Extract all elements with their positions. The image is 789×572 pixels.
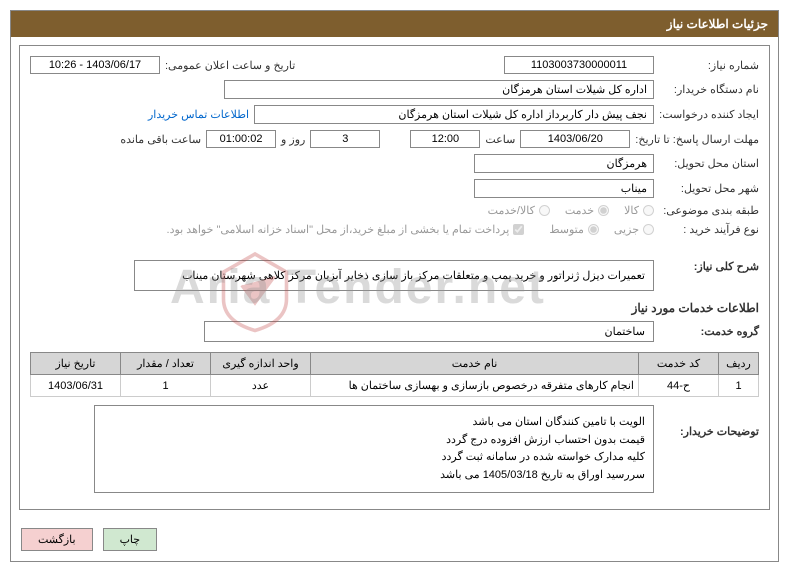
- col-service-name: نام خدمت: [311, 353, 639, 375]
- radio-khadamat: [598, 205, 609, 216]
- radio-kala-khadamat-text: کالا/خدمت: [488, 204, 535, 217]
- buyer-org-row: نام دستگاه خریدار: اداره کل شیلات استان …: [30, 80, 759, 99]
- payment-checkbox: [513, 224, 524, 235]
- need-number-label: شماره نیاز:: [659, 59, 759, 72]
- time-label: ساعت: [485, 133, 515, 146]
- province-label: استان محل تحویل:: [659, 157, 759, 170]
- radio-motevaset-text: متوسط: [549, 223, 584, 236]
- back-button[interactable]: بازگشت: [21, 528, 93, 551]
- remaining-label: ساعت باقی مانده: [120, 133, 201, 146]
- contact-link[interactable]: اطلاعات تماس خریدار: [148, 108, 249, 121]
- announce-date-value: 1403/06/17 - 10:26: [30, 56, 160, 74]
- radio-khadamat-label: خدمت: [565, 204, 609, 217]
- services-table: ردیف کد خدمت نام خدمت واحد اندازه گیری ت…: [30, 352, 759, 397]
- radio-jozi-label: جزیی: [614, 223, 654, 236]
- buyer-notes-label: توضیحات خریدار:: [659, 405, 759, 438]
- city-label: شهر محل تحویل:: [659, 182, 759, 195]
- buyer-notes-box: الویت با تامین کنندگان استان می باشد قیم…: [94, 405, 654, 493]
- buyer-org-label: نام دستگاه خریدار:: [659, 83, 759, 96]
- days-label: روز و: [281, 133, 305, 146]
- deadline-label: مهلت ارسال پاسخ: تا تاریخ:: [635, 133, 759, 146]
- subject-class-label: طبقه بندی موضوعی:: [659, 204, 759, 217]
- province-value: هرمزگان: [474, 154, 654, 173]
- note-line-1: الویت با تامین کنندگان استان می باشد: [103, 414, 645, 432]
- group-value: ساختمان: [204, 321, 654, 342]
- cell-unit: عدد: [211, 375, 311, 397]
- need-number-row: شماره نیاز: 1103003730000011 تاریخ و ساع…: [30, 56, 759, 74]
- creator-label: ایجاد کننده درخواست:: [659, 108, 759, 121]
- days-count-value: 3: [310, 130, 380, 148]
- cell-need-date: 1403/06/31: [31, 375, 121, 397]
- deadline-time-value: 12:00: [410, 130, 480, 148]
- creator-value: نجف پیش دار کاربرداز اداره کل شیلات استا…: [254, 105, 654, 124]
- cell-quantity: 1: [121, 375, 211, 397]
- col-row: ردیف: [719, 353, 759, 375]
- radio-motevaset-label: متوسط: [549, 223, 599, 236]
- payment-checkbox-text: پرداخت تمام یا بخشی از مبلغ خرید،از محل …: [167, 223, 510, 236]
- header-bar: جزئیات اطلاعات نیاز: [11, 11, 778, 37]
- description-label: شرح کلی نیاز:: [659, 260, 759, 273]
- city-row: شهر محل تحویل: میناب: [30, 179, 759, 198]
- service-info-title: اطلاعات خدمات مورد نیاز: [30, 301, 759, 315]
- buyer-notes-row: توضیحات خریدار: الویت با تامین کنندگان ا…: [30, 405, 759, 493]
- creator-row: ایجاد کننده درخواست: نجف پیش دار کاربردا…: [30, 105, 759, 124]
- radio-jozi-text: جزیی: [614, 223, 639, 236]
- col-unit: واحد اندازه گیری: [211, 353, 311, 375]
- process-type-label: نوع فرآیند خرید :: [659, 223, 759, 236]
- content-area: شماره نیاز: 1103003730000011 تاریخ و ساع…: [19, 45, 770, 510]
- cell-row: 1: [719, 375, 759, 397]
- radio-kala-label: کالا: [624, 204, 654, 217]
- province-row: استان محل تحویل: هرمزگان: [30, 154, 759, 173]
- deadline-date-value: 1403/06/20: [520, 130, 630, 148]
- group-row: گروه خدمت: ساختمان: [30, 321, 759, 342]
- need-number-value: 1103003730000011: [504, 56, 654, 74]
- buyer-org-value: اداره کل شیلات استان هرمزگان: [224, 80, 654, 99]
- page-title: جزئیات اطلاعات نیاز: [667, 17, 768, 31]
- payment-checkbox-group: پرداخت تمام یا بخشی از مبلغ خرید،از محل …: [167, 223, 525, 236]
- subject-class-row: طبقه بندی موضوعی: کالا خدمت کالا/خدمت: [30, 204, 759, 217]
- group-label: گروه خدمت:: [659, 325, 759, 338]
- note-line-3: کلیه مدارک خواسته شده در سامانه ثبت گردد: [103, 449, 645, 467]
- print-button[interactable]: چاپ: [103, 528, 158, 551]
- city-value: میناب: [474, 179, 654, 198]
- main-container: جزئیات اطلاعات نیاز شماره نیاز: 11030037…: [10, 10, 779, 562]
- radio-kala-khadamat: [539, 205, 550, 216]
- button-row: چاپ بازگشت: [11, 518, 748, 561]
- radio-kala-khadamat-label: کالا/خدمت: [488, 204, 550, 217]
- col-service-code: کد خدمت: [639, 353, 719, 375]
- deadline-row: مهلت ارسال پاسخ: تا تاریخ: 1403/06/20 سا…: [30, 130, 759, 148]
- cell-service-name: انجام کارهای متفرقه درخصوص بازسازی و بهس…: [311, 375, 639, 397]
- process-type-row: نوع فرآیند خرید : جزیی متوسط پرداخت تمام…: [30, 223, 759, 236]
- cell-service-code: ح-44: [639, 375, 719, 397]
- radio-kala-text: کالا: [624, 204, 639, 217]
- countdown-value: 01:00:02: [206, 130, 276, 148]
- note-line-4: سررسید اوراق به تاریخ 1405/03/18 می باشد: [103, 467, 645, 485]
- description-row: شرح کلی نیاز: تعمیرات دیزل ژنراتور و خری…: [30, 260, 759, 291]
- note-line-2: قیمت بدون احتساب ارزش افزوده درج گردد: [103, 432, 645, 450]
- col-need-date: تاریخ نیاز: [31, 353, 121, 375]
- announce-date-label: تاریخ و ساعت اعلان عمومی:: [165, 59, 295, 72]
- process-radio-group: جزیی متوسط: [549, 223, 654, 236]
- radio-khadamat-text: خدمت: [565, 204, 594, 217]
- description-box: تعمیرات دیزل ژنراتور و خرید پمپ و متعلقا…: [134, 260, 654, 291]
- radio-kala: [643, 205, 654, 216]
- radio-motevaset: [588, 224, 599, 235]
- col-quantity: تعداد / مقدار: [121, 353, 211, 375]
- subject-radio-group: کالا خدمت کالا/خدمت: [488, 204, 654, 217]
- radio-jozi: [643, 224, 654, 235]
- table-header-row: ردیف کد خدمت نام خدمت واحد اندازه گیری ت…: [31, 353, 759, 375]
- table-row: 1 ح-44 انجام کارهای متفرقه درخصوص بازساز…: [31, 375, 759, 397]
